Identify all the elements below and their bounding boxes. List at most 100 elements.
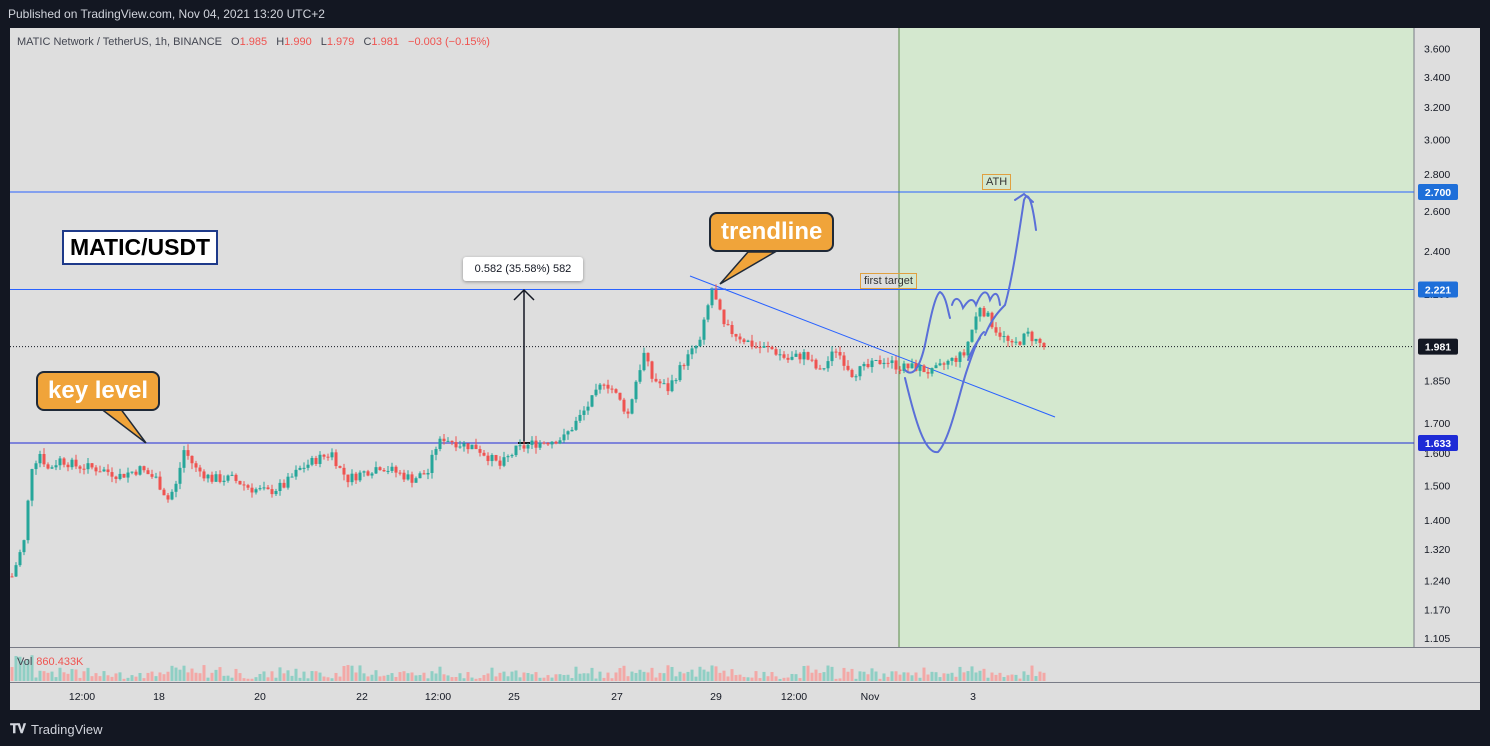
volume-bar <box>350 665 354 681</box>
volume-legend: Vol 860.433K <box>17 656 83 668</box>
volume-bar <box>50 671 54 681</box>
volume-bar <box>922 667 926 681</box>
candle-body <box>382 470 386 472</box>
candle-body <box>414 478 418 483</box>
time-tick: 12:00 <box>425 691 451 703</box>
open-value: 1.985 <box>239 36 268 48</box>
volume-bar <box>810 672 814 681</box>
volume-bar <box>894 671 898 681</box>
candle-body <box>10 576 14 578</box>
volume-bar <box>910 675 914 681</box>
volume-bar <box>94 673 98 681</box>
candle-body <box>142 466 146 471</box>
candle-body <box>582 410 586 415</box>
candle-body <box>634 381 638 400</box>
candle-body <box>470 444 474 450</box>
volume-bar <box>726 676 730 681</box>
key-level-callout: key level <box>36 371 161 411</box>
volume-bar <box>430 671 434 681</box>
candle-body <box>594 389 598 396</box>
volume-bar <box>718 672 722 681</box>
candle-body <box>386 470 390 472</box>
candle-body <box>430 454 434 473</box>
volume-bar <box>266 677 270 681</box>
candle-body <box>446 440 450 442</box>
volume-bar <box>458 673 462 681</box>
candle-body <box>878 360 882 365</box>
projection-scribble-4 <box>1014 192 1034 203</box>
candle-body <box>370 473 374 476</box>
candle-body <box>378 467 382 471</box>
candle-body <box>670 380 674 392</box>
volume-bar <box>14 655 18 681</box>
price-axis[interactable] <box>1414 28 1480 647</box>
candle-body <box>374 467 378 474</box>
volume-bar <box>30 655 34 681</box>
candle-body <box>994 327 998 333</box>
candle-body <box>894 360 898 370</box>
time-axis[interactable] <box>10 683 1480 710</box>
volume-bar <box>734 675 738 681</box>
candle-body <box>862 363 866 367</box>
high-value: 1.990 <box>284 36 312 48</box>
volume-bar <box>410 672 414 681</box>
candle-body <box>638 370 642 382</box>
volume-bar <box>634 672 638 681</box>
candle-body <box>158 476 162 490</box>
level-tag: 2.700 <box>1425 187 1451 199</box>
candle-body <box>946 360 950 365</box>
candle-body <box>942 363 946 365</box>
candle-body <box>178 467 182 484</box>
time-tick-labels: 12:00 18 20 22 12:00 25 27 29 12:00 Nov 3 <box>69 691 976 703</box>
volume-bar <box>622 665 626 681</box>
volume-bar <box>58 667 62 681</box>
candle-body <box>26 500 30 541</box>
volume-bar <box>270 671 274 681</box>
volume-bar <box>330 678 334 681</box>
volume-bar <box>182 665 186 681</box>
candle-body <box>202 471 206 479</box>
candle-body <box>54 465 58 468</box>
price-tick: 1.850 <box>1424 376 1450 388</box>
volume-bar <box>782 677 786 681</box>
candle-body <box>82 468 86 470</box>
volume-bar <box>526 672 530 681</box>
price-tick: 1.240 <box>1424 575 1450 587</box>
volume-bar <box>946 673 950 681</box>
volume-bar <box>986 677 990 681</box>
candle-body <box>242 484 246 486</box>
candle-body <box>310 457 314 465</box>
time-tick: 29 <box>710 691 722 703</box>
candle-body <box>734 334 738 337</box>
volume-bar <box>386 674 390 681</box>
volume-bar <box>958 666 962 681</box>
candle-body <box>366 471 370 476</box>
volume-bar <box>130 675 134 681</box>
time-tick: 27 <box>611 691 623 703</box>
candle-body <box>802 352 806 360</box>
volume-bar <box>546 675 550 681</box>
candle-body <box>14 565 18 577</box>
volume-bar <box>578 673 582 681</box>
candle-body <box>458 446 462 448</box>
candle-body <box>642 352 646 371</box>
candle-body <box>918 365 922 371</box>
candle-body <box>758 347 762 349</box>
volume-bar <box>126 677 130 681</box>
volume-bar <box>970 666 974 681</box>
volume-bar <box>1034 676 1038 681</box>
volume-bar <box>334 672 338 681</box>
volume-bar <box>750 677 754 681</box>
volume-bar <box>366 676 370 681</box>
candle-body <box>306 464 310 468</box>
volume-bar <box>790 673 794 681</box>
time-tick: 20 <box>254 691 266 703</box>
volume-bar <box>90 676 94 681</box>
volume-bar <box>1030 665 1034 681</box>
tradingview-logo[interactable]: 𝐓𝐕 TradingView <box>10 721 103 737</box>
candle-body <box>130 471 134 473</box>
time-tick: Nov <box>861 691 880 703</box>
volume-bar <box>34 677 38 681</box>
volume-bar <box>474 678 478 681</box>
